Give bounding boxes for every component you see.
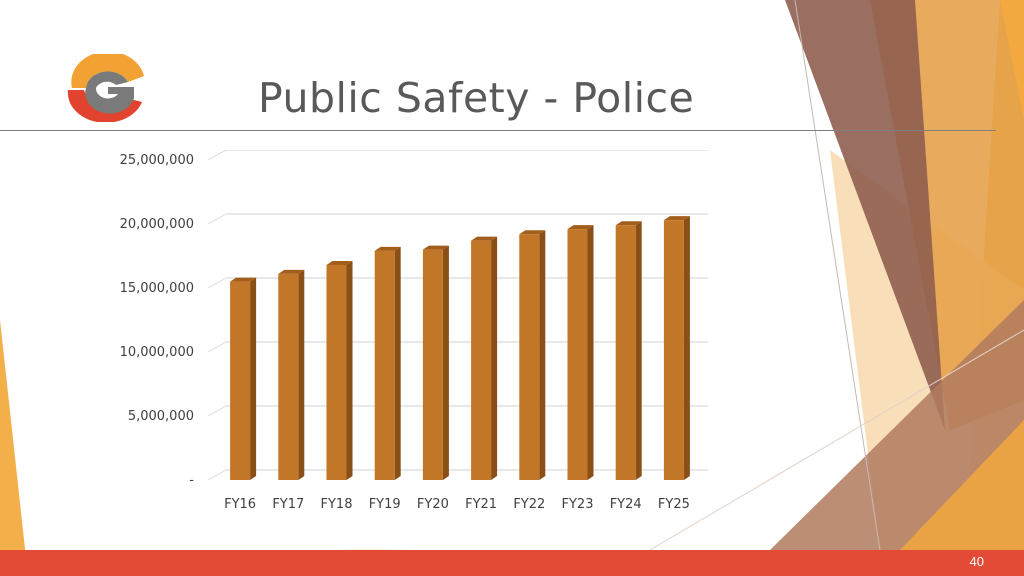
y-tick-label: 10,000,000 bbox=[120, 345, 194, 360]
x-tick-label: FY19 bbox=[369, 497, 401, 512]
y-tick-label: 15,000,000 bbox=[120, 281, 194, 296]
logo-orange-arc bbox=[71, 54, 144, 88]
gridline-diagonal bbox=[207, 341, 227, 353]
bar-side bbox=[346, 260, 353, 480]
bar-top bbox=[374, 246, 401, 251]
title-divider bbox=[0, 130, 996, 131]
y-tick-label: - bbox=[189, 473, 194, 488]
bar bbox=[471, 240, 492, 480]
slide-title: Public Safety - Police bbox=[258, 74, 695, 122]
gridline-diagonal bbox=[207, 405, 227, 417]
x-tick-label: FY20 bbox=[417, 497, 449, 512]
bar-top bbox=[519, 230, 546, 235]
company-logo bbox=[67, 54, 144, 122]
bar-top bbox=[471, 236, 498, 241]
deco-orange-lower bbox=[900, 420, 1024, 550]
bar-top bbox=[422, 245, 449, 250]
gridline-diagonal bbox=[207, 469, 227, 481]
y-tick-label: 20,000,000 bbox=[120, 217, 194, 232]
bar-top bbox=[230, 277, 257, 282]
bar bbox=[278, 273, 299, 480]
bar-side bbox=[250, 277, 257, 480]
bar-top bbox=[567, 225, 594, 230]
deco-thin-line-2 bbox=[649, 329, 1024, 551]
x-tick-label: FY21 bbox=[465, 497, 497, 512]
bar-chart: - 5,000,000 10,000,000 15,000,000 20,000,000… bbox=[120, 150, 708, 512]
bar-side bbox=[442, 245, 449, 480]
bar bbox=[519, 234, 540, 480]
deco-left-orange-sliver bbox=[0, 320, 28, 576]
x-tick-label: FY18 bbox=[321, 497, 353, 512]
bar bbox=[230, 281, 251, 480]
x-tick-label: FY23 bbox=[562, 497, 594, 512]
bar-side bbox=[394, 246, 401, 480]
bar-top bbox=[278, 269, 305, 274]
bottom-bar bbox=[0, 550, 1024, 576]
bar bbox=[374, 250, 395, 480]
bar-side bbox=[587, 225, 594, 480]
bar-top bbox=[615, 221, 642, 226]
x-tick-label: FY22 bbox=[513, 497, 545, 512]
bar-top bbox=[663, 216, 690, 221]
bar-side bbox=[491, 236, 498, 480]
y-tick-label: 25,000,000 bbox=[120, 153, 194, 168]
x-tick-label: FY25 bbox=[658, 497, 690, 512]
x-tick-label: FY24 bbox=[610, 497, 642, 512]
logo-g-letter bbox=[85, 71, 134, 114]
deco-thin-line bbox=[794, 0, 881, 551]
bar bbox=[567, 229, 588, 480]
gridline-diagonal bbox=[207, 213, 227, 225]
bar-side bbox=[635, 221, 642, 480]
x-tick-label: FY17 bbox=[272, 497, 304, 512]
x-tick-label: FY16 bbox=[224, 497, 256, 512]
bar bbox=[422, 249, 443, 480]
bar bbox=[326, 264, 347, 480]
gridline-diagonal bbox=[207, 277, 227, 289]
bar-side bbox=[298, 269, 305, 480]
bar-side bbox=[683, 216, 690, 480]
bar-top bbox=[326, 260, 353, 265]
bar-side bbox=[539, 230, 546, 480]
deco-brown-wedge bbox=[785, 0, 945, 430]
y-tick-label: 5,000,000 bbox=[128, 409, 194, 424]
gridline-diagonal bbox=[207, 150, 227, 161]
slide-number: 40 bbox=[969, 554, 984, 569]
bar bbox=[663, 220, 684, 480]
bar bbox=[615, 225, 636, 480]
